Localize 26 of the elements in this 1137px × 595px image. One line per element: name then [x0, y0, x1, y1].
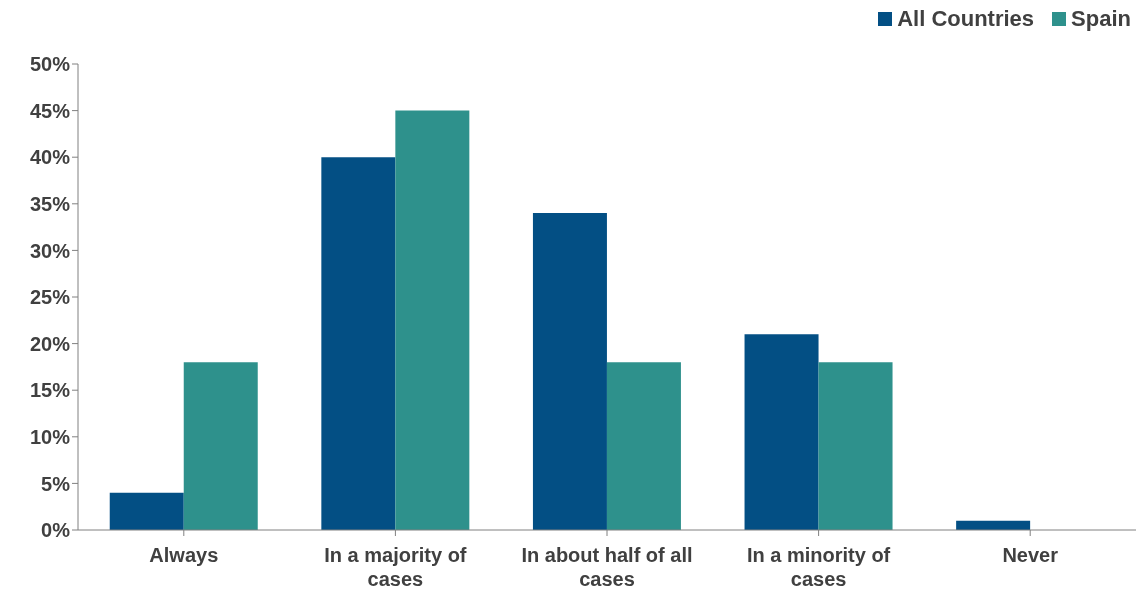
y-tick-label: 20%	[29, 332, 71, 355]
y-tick-label: 5%	[41, 472, 71, 495]
y-tick-label: 35%	[29, 192, 71, 215]
bar	[183, 362, 258, 530]
y-tick-label: 40%	[29, 146, 71, 169]
bar	[321, 157, 396, 530]
y-tick-label: 30%	[29, 239, 71, 262]
y-tick-label: 0%	[41, 519, 71, 542]
legend-label: All Countries	[897, 6, 1035, 32]
y-tick-label: 25%	[29, 286, 71, 309]
y-tick-label: 10%	[29, 425, 71, 448]
x-tick-label: Never	[1002, 544, 1059, 566]
bar	[818, 362, 893, 530]
y-tick-label: 45%	[29, 99, 71, 122]
bar	[744, 334, 819, 530]
x-tick-label: In a minority of cases	[746, 544, 891, 590]
bar	[606, 362, 681, 530]
y-tick-label: 50%	[29, 53, 71, 76]
bar	[109, 492, 184, 530]
x-tick-label: Always	[149, 544, 219, 566]
x-tick-label: In about half of all cases	[521, 544, 693, 590]
bar	[395, 110, 470, 530]
y-tick-label: 15%	[29, 379, 71, 402]
bar	[532, 213, 607, 530]
x-tick-label: In a majority of cases	[324, 544, 467, 590]
legend-label: Spain	[1071, 6, 1131, 32]
